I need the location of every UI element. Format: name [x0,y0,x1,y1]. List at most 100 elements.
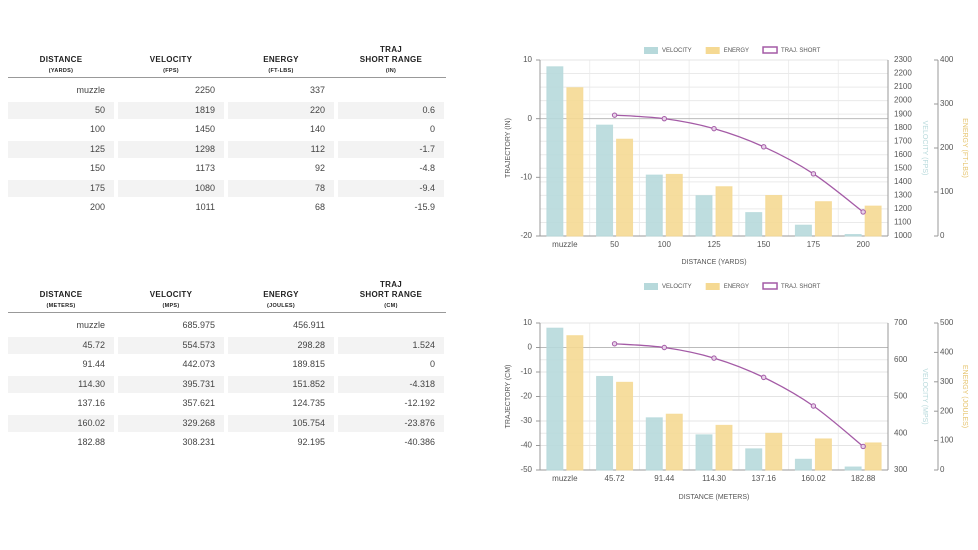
table-cell: -12.192 [404,398,435,408]
bar [745,448,763,471]
y2-tick-label: 1400 [894,177,912,186]
header-rule [8,77,446,78]
x-tick-label: 182.88 [851,474,876,483]
y2-axis-label: VELOCITY (MPS) [921,368,928,424]
bar [546,327,564,471]
y2-tick-label: 1200 [894,204,912,213]
y2-tick-label: 1900 [894,109,912,118]
table-cell: -4.8 [419,163,435,173]
bar [844,466,862,471]
table-cell: 1173 [195,163,215,173]
x-tick-label: 45.72 [605,474,626,483]
y2-axis-label: VELOCITY (FPS) [921,121,928,176]
y-tick-label: -50 [520,465,532,474]
legend-swatch [762,46,778,54]
bar [566,335,584,471]
table-cell [338,82,444,99]
table-cell: 1.524 [338,336,444,354]
y2-tick-label: 2200 [894,69,912,78]
y-axis-label: TRAJECTORY (IN) [505,118,512,178]
legend-item: TRAJ. SHORT [762,46,821,54]
table-cell: 100 [89,124,105,134]
y3-tick-label: 400 [940,348,954,357]
bar [665,413,683,471]
trajectory-point [611,341,618,347]
header-unit: (JOULES) [266,303,296,309]
table-cell: 685.975 [182,320,215,330]
y-tick-label: -10 [520,367,532,376]
y3-tick-label: 200 [940,406,954,415]
table-cell: -40.386 [404,437,435,447]
table-cell: 308.231 [182,437,215,447]
bar [844,234,862,237]
bar [814,201,832,237]
legend-label: ENERGY [724,48,749,54]
x-tick-label: 50 [610,240,619,249]
table-cell: 1080 [118,179,224,197]
x-tick-label: 91.44 [654,474,675,483]
y-tick-label: -20 [520,392,532,401]
y2-tick-label: 600 [894,355,908,364]
y2-tick-label: 1100 [894,218,912,227]
x-tick-label: muzzle [552,474,578,483]
table-cell: 45.72 [8,336,114,354]
y-tick-label: -40 [520,441,532,450]
table-cell: 68 [314,202,325,212]
x-tick-label: 137.16 [751,474,776,483]
table-cell: 151.852 [228,375,334,393]
y2-tick-label: 2100 [894,82,912,91]
table-cell: 0.6 [338,101,444,119]
header-title: VELOCITY [149,290,193,299]
table-cell: 395.731 [118,375,224,393]
y-tick-label: -30 [520,416,532,425]
y-axis-label: TRAJECTORY (CM) [505,365,512,429]
bar [616,381,634,471]
bar [715,186,733,237]
legend-item: VELOCITY [644,283,692,290]
legend-label: VELOCITY [662,284,692,290]
table-cell: 456.911 [293,320,325,330]
y-tick-label: 10 [523,318,532,327]
trajectory-point [611,112,618,118]
x-tick-label: muzzle [552,240,578,249]
bar [864,205,882,237]
table-cell: 357.621 [182,398,215,408]
y2-tick-label: 2300 [894,55,912,64]
table-cell: muzzle [76,320,105,330]
x-tick-label: 150 [757,240,771,249]
bar [645,174,663,237]
table-cell: 2250 [194,85,215,95]
bar [596,124,614,237]
table-cell: 337 [309,85,325,95]
table-cell: 182.88 [77,437,105,447]
y-tick-label: 0 [528,114,533,123]
header-title: TRAJ SHORT RANGE [359,280,423,299]
table-cell: 78 [228,179,334,197]
bar [745,212,763,237]
table-cell: -1.7 [338,140,444,158]
table-cell: 92.195 [297,437,325,447]
table-cell: 554.573 [118,336,224,354]
x-tick-label: 125 [707,240,721,249]
y3-tick-label: 300 [940,99,954,108]
legend-item: ENERGY [705,47,749,54]
legend-item: ENERGY [705,283,749,290]
table-cell: 150 [89,163,105,173]
x-axis-label: DISTANCE (METERS) [679,494,750,501]
table-cell: 298.28 [228,336,334,354]
y3-tick-label: 400 [940,55,954,64]
bar [695,434,713,471]
table-cell: 125 [8,140,114,158]
table-cell: 1011 [195,202,215,212]
y2-tick-label: 400 [894,428,908,437]
bar [695,195,713,237]
legend-swatch [762,282,778,290]
trajectory-point [761,144,767,150]
column-header: VELOCITY (FPS) [118,40,224,74]
table-cell: 114.30 [8,375,114,393]
x-axis-label: DISTANCE (YARDS) [681,259,746,266]
x-tick-label: 200 [856,240,870,249]
table-cell: 91.44 [82,359,105,369]
column-header: TRAJ SHORT RANGE (IN) [338,40,444,74]
